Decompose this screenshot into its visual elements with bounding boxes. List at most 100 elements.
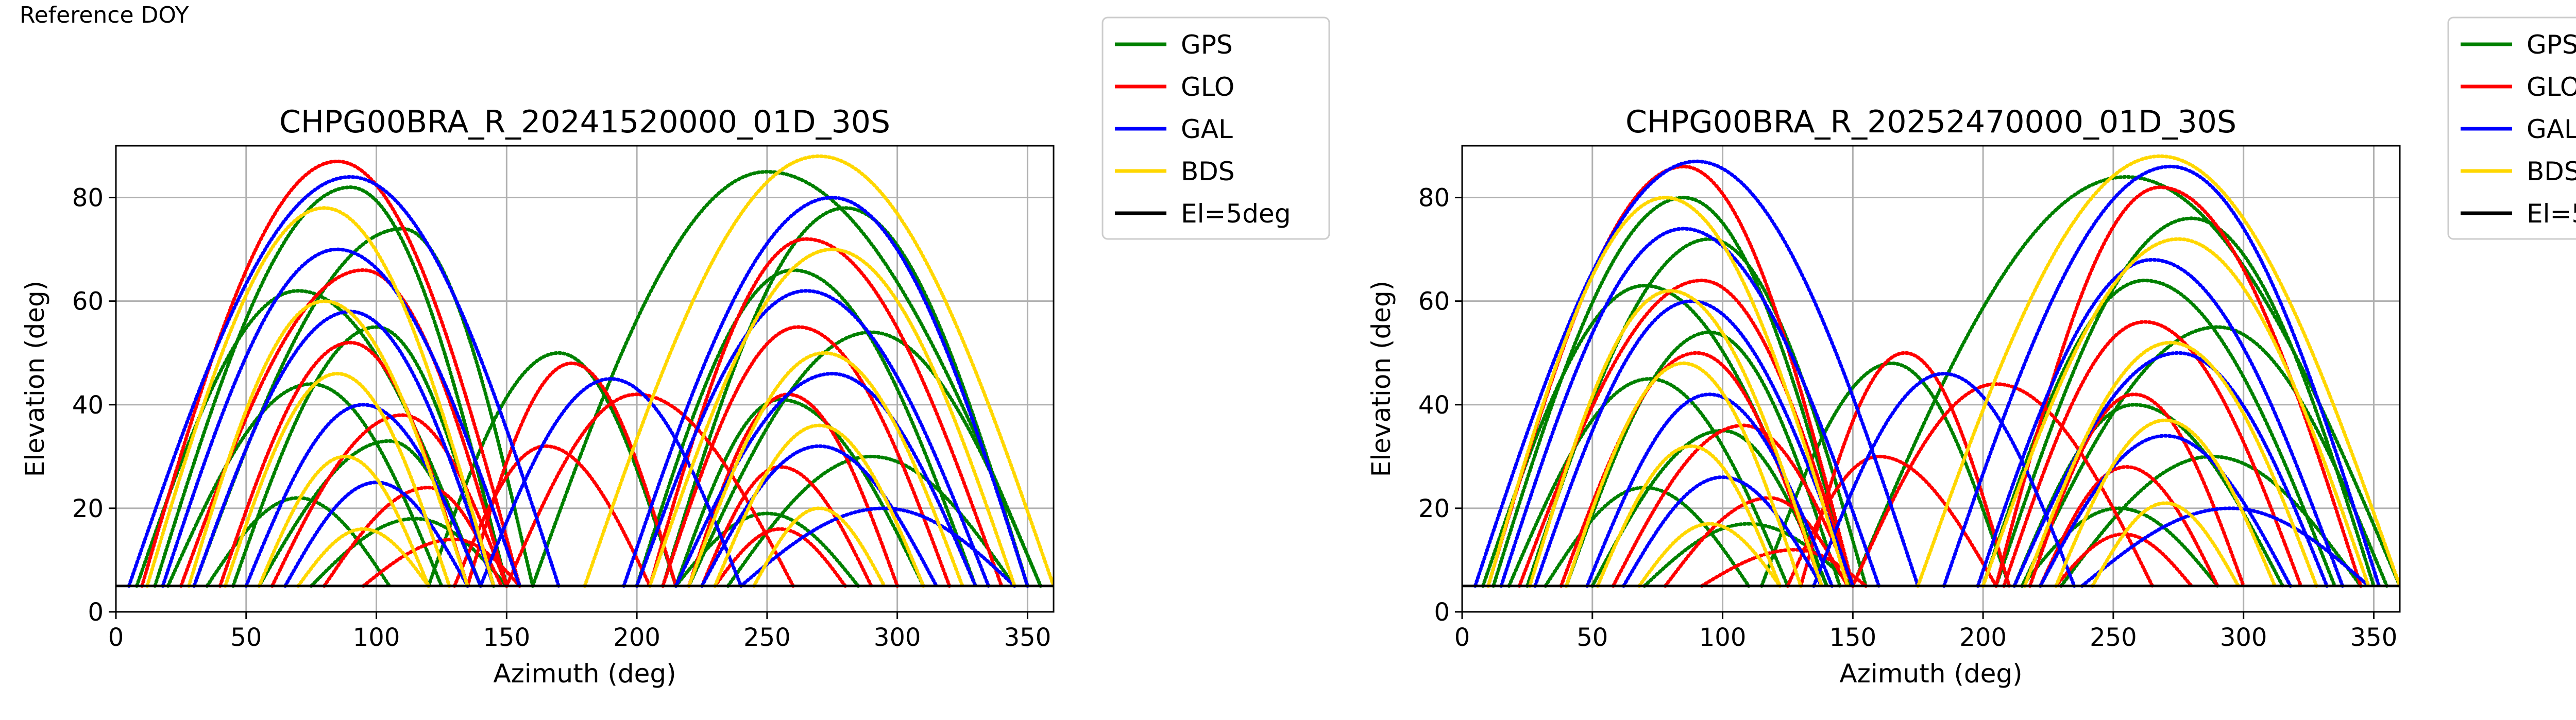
x-tick-label: 50 (1577, 623, 1608, 652)
satellite-track-bds (2054, 418, 2277, 588)
x-tick-label: 150 (1829, 623, 1877, 652)
legend: GPS GLO GAL BDS El=5deg (1101, 16, 1330, 240)
satellite-track-gps (1994, 216, 2376, 588)
chart-title: CHPG00BRA_R_20241520000_01D_30S (279, 104, 890, 140)
satellite-track-gal (1499, 227, 1881, 588)
x-tick-label: 50 (230, 623, 262, 652)
satellite-track-bds (1916, 154, 2400, 588)
x-axis-label: Azimuth (deg) (493, 659, 676, 689)
x-tick-label: 150 (483, 623, 531, 652)
satellite-track-bds (1564, 361, 1803, 588)
x-tick-label: 250 (743, 623, 791, 652)
satellite-track-glo (1786, 454, 1998, 588)
track-layer (1473, 154, 2400, 588)
satellite-track-gps (166, 382, 444, 588)
satellite-track-glo (2038, 465, 2219, 588)
y-tick-label: 20 (1418, 494, 1450, 523)
satellite-track-gal (1812, 371, 2076, 588)
series-gal (1473, 159, 2381, 588)
x-tick-label: 300 (874, 623, 921, 652)
x-axis-label: Azimuth (deg) (1839, 659, 2022, 689)
satellite-track-gal (127, 175, 561, 588)
x-tick-label: 300 (2220, 623, 2267, 652)
satellite-track-bds (648, 247, 1016, 588)
series-bds (145, 154, 1054, 588)
satellite-track-gal (1621, 475, 1824, 588)
satellite-track-gps (1851, 175, 2400, 588)
chart-panel-2: 0 50 100 150 200 250 300 350 0 20 40 60 80 CHPG00BRA_… (1366, 16, 2576, 689)
satellite-track-gal (1976, 258, 2345, 588)
legend-label: BDS (2527, 157, 2576, 186)
satellite-track-bds (1637, 522, 1782, 588)
satellite-track-gps (2020, 325, 2389, 588)
y-tick-label: 40 (1418, 391, 1450, 420)
satellite-track-glo (361, 537, 522, 588)
y-tick-label: 60 (1418, 287, 1450, 316)
legend-label: GPS (2527, 30, 2576, 60)
satellite-track-bds (257, 454, 431, 588)
y-tick-label: 60 (72, 287, 104, 316)
legend-label: GAL (1181, 114, 1233, 144)
satellite-track-gps (153, 185, 509, 588)
satellite-track-bds (713, 423, 925, 588)
legend-label: El=5deg (1181, 199, 1291, 229)
satellite-track-bds (296, 527, 431, 588)
satellite-track-glo (270, 413, 509, 588)
y-tick-label: 0 (88, 598, 104, 627)
satellite-track-glo (452, 444, 652, 588)
x-tick-label: 200 (1959, 623, 2007, 652)
satellite-track-gps (1564, 330, 1842, 588)
satellite-track-gal (479, 376, 743, 588)
satellite-track-gal (2012, 351, 2329, 588)
x-tick-label: 200 (613, 623, 660, 652)
satellite-track-bds (583, 154, 1054, 588)
satellite-track-glo (2002, 320, 2303, 588)
y-tick-label: 80 (1418, 184, 1450, 213)
satellite-track-bds (223, 371, 451, 588)
legend-frame (1101, 16, 1330, 240)
satellite-track-gps (2020, 506, 2219, 588)
satellite-track-gps (726, 454, 1016, 588)
legend-label: GAL (2527, 114, 2576, 144)
satellite-track-bds (1486, 196, 1850, 588)
satellite-track-gps (661, 206, 1029, 588)
satellite-track-gal (622, 196, 1029, 588)
legend-label: GLO (2527, 72, 2576, 102)
satellite-track-gal (1533, 299, 1855, 588)
satellite-track-gal (283, 481, 469, 588)
satellite-track-gal (244, 403, 483, 588)
satellite-track-gal (2080, 506, 2370, 588)
reference-doy-label: Reference DOY (20, 2, 189, 28)
satellite-track-glo (648, 237, 1004, 588)
satellite-track-gps (687, 330, 1043, 588)
series-bds (1486, 154, 2400, 588)
satellite-track-glo (1611, 423, 1855, 588)
satellite-track-glo (661, 325, 952, 588)
x-tick-label: 0 (1454, 623, 1470, 652)
legend-label: GPS (1181, 30, 1233, 60)
satellite-track-bds (187, 299, 469, 588)
satellite-track-glo (179, 268, 509, 588)
series-gal (127, 175, 1029, 588)
track-layer (127, 154, 1054, 588)
legend-label: BDS (1181, 157, 1235, 186)
satellite-track-gal (161, 247, 522, 588)
satellite-track-bds (2023, 340, 2318, 588)
satellite-track-gps (1759, 361, 2011, 588)
satellite-track-gps (674, 511, 860, 588)
x-tick-label: 350 (2350, 623, 2398, 652)
satellite-track-glo (504, 392, 795, 588)
satellite-track-bds (2090, 501, 2241, 588)
axes-frame (1461, 145, 2401, 613)
satellite-track-glo (713, 527, 848, 588)
satellite-track-gps (674, 398, 925, 588)
satellite-track-glo (2028, 392, 2246, 588)
chart-panel-1: 0 50 100 150 200 250 300 350 0 20 40 60 80 CHPG00BRA_… (20, 16, 1330, 689)
satellite-track-gps (1544, 486, 1751, 588)
y-axis-label: Elevation (deg) (1366, 281, 1396, 477)
y-axis-label: Elevation (deg) (20, 281, 50, 477)
x-tick-label: 350 (1004, 623, 1052, 652)
x-tick-label: 0 (108, 623, 124, 652)
y-tick-label: 80 (72, 184, 104, 213)
